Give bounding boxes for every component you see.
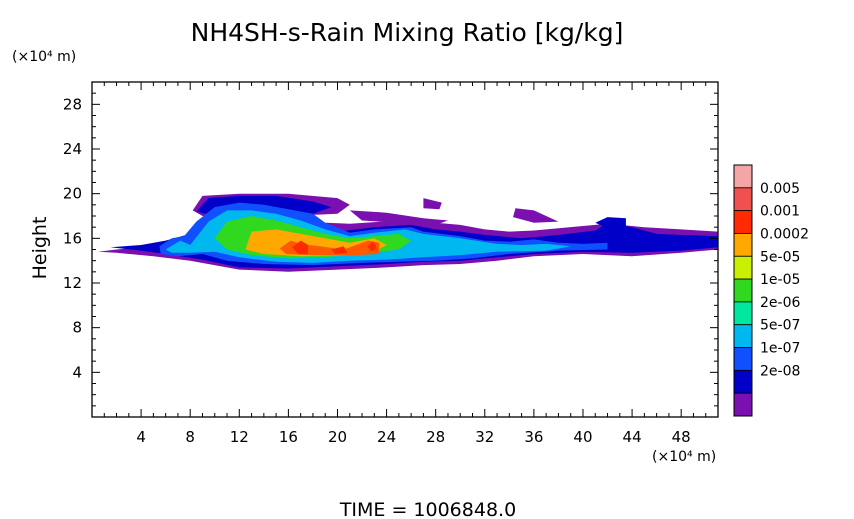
x-tick-label: 36	[524, 428, 543, 446]
x-unit-label: (×10⁴ m)	[652, 449, 716, 465]
contour-region-3	[513, 208, 559, 223]
legend-label: 1e-07	[760, 341, 800, 357]
legend-swatch	[733, 164, 753, 189]
contour-fills	[98, 193, 719, 272]
time-label: TIME = 1006848.0	[339, 499, 516, 519]
legend-swatch	[733, 233, 753, 257]
legend-swatch	[733, 187, 753, 212]
x-tick-label: 32	[475, 428, 494, 446]
legend-label: 0.001	[760, 204, 800, 220]
x-tick-label: 8	[185, 428, 195, 446]
legend-swatch	[733, 392, 753, 417]
contour-region-13	[292, 240, 308, 254]
contour-region-15	[366, 241, 377, 252]
legend-swatch	[733, 278, 753, 303]
contour-region-2	[349, 210, 448, 225]
contour-region-14	[331, 246, 348, 254]
contour-region-7	[595, 217, 626, 229]
x-tick-label: 44	[623, 428, 642, 446]
y-tick-label: 28	[63, 95, 82, 113]
x-tick-label: 48	[672, 428, 691, 446]
legend-swatch	[733, 255, 753, 280]
y-tick-label: 4	[72, 363, 82, 381]
x-tick-label: 16	[279, 428, 298, 446]
contour-region-4	[423, 198, 442, 210]
y-tick-label: 20	[63, 185, 82, 203]
legend-label: 0.005	[760, 181, 800, 197]
x-tick-label: 24	[377, 428, 396, 446]
legend-swatch	[733, 347, 753, 371]
legend-swatch	[733, 324, 753, 348]
y-unit-label: (×10⁴ m)	[12, 49, 76, 65]
legend-frame	[733, 164, 753, 417]
y-tick-label: 16	[63, 229, 82, 247]
y-tick-label: 12	[63, 274, 82, 292]
x-tick-label: 20	[328, 428, 347, 446]
legend-label: 0.0002	[760, 226, 809, 242]
legend-label: 1e-05	[760, 272, 800, 288]
legend-swatch	[733, 369, 753, 394]
y-tick-label: 24	[63, 140, 82, 158]
x-tick-label: 12	[230, 428, 249, 446]
legend-label: 2e-08	[760, 363, 800, 379]
legend-label: 5e-07	[760, 318, 800, 334]
x-tick-label: 4	[136, 428, 146, 446]
color-legend: 0.005 0.001 0.0002 5e-05 1e-05 2e-06 5e-07 1e-0…	[733, 164, 809, 417]
x-tick-label: 28	[426, 428, 445, 446]
legend-label: 5e-05	[760, 249, 800, 265]
legend-swatch	[733, 210, 753, 234]
x-axis: 4 8 12 16 20 24 28 32 36 40 44 48	[103, 82, 707, 446]
chart-title: NH4SH-s-Rain Mixing Ratio [kg/kg]	[191, 18, 624, 47]
y-axis-label: Height	[29, 217, 51, 280]
x-tick-label: 40	[573, 428, 592, 446]
y-axis: 4 8 12 16 20 24 28	[63, 92, 718, 407]
legend-label: 2e-06	[760, 295, 800, 311]
legend-swatch	[733, 301, 753, 326]
y-tick-label: 8	[72, 319, 82, 337]
